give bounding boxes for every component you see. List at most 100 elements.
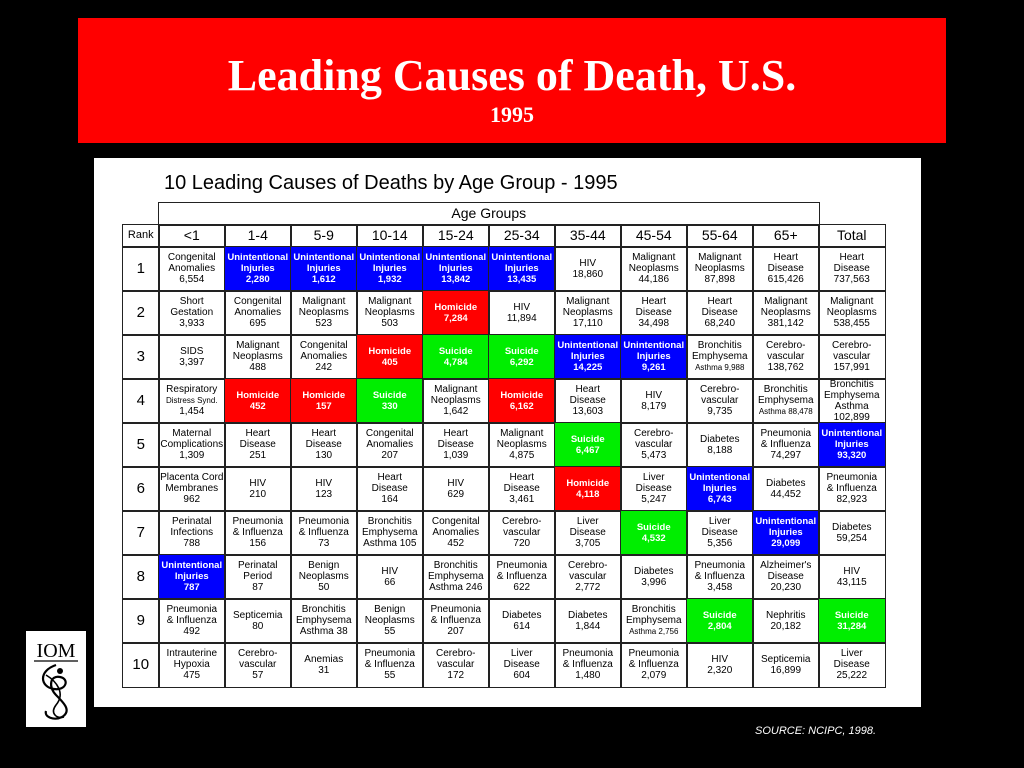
cell-line: Respiratory [166, 384, 218, 396]
cell-line: & Influenza [430, 615, 481, 627]
cell-line: Bronchitis [367, 516, 412, 528]
age-groups-header: Age Groups [158, 202, 820, 226]
cell-line: Neoplasms [430, 395, 481, 407]
cell-line: Emphysema [625, 615, 682, 627]
cause-cell: Heart Disease 251 [224, 422, 292, 468]
cell-line: Heart [509, 472, 534, 484]
cell-line: 6,162 [509, 400, 534, 412]
cause-cell: HIV 629 [422, 466, 490, 512]
cell-line: Disease [635, 483, 672, 495]
cell-line: Injuries [372, 263, 407, 275]
cause-cell: Heart Disease 3,461 [488, 466, 556, 512]
cell-line: 207 [381, 450, 399, 462]
cell-line: 11,894 [506, 312, 537, 324]
cell-line: 31 [318, 664, 330, 676]
cell-line: HIV [513, 301, 531, 313]
cell-line: Disease [701, 307, 738, 319]
cell-line: Pneumonia [628, 648, 680, 660]
cell-line: Disease [767, 263, 804, 275]
iom-emblem-icon: IOM [34, 640, 78, 720]
cell-line: Injuries [504, 263, 539, 275]
column-header: 15-24 [422, 224, 490, 248]
highlighted-cause-cell: Homicide 4,118 [554, 466, 622, 512]
cell-line: Liver [840, 648, 863, 660]
cell-line: Unintentional [293, 252, 355, 264]
cause-cell: Heart Disease 13,603 [554, 378, 622, 424]
cell-line: Neoplasms [298, 307, 349, 319]
cause-cell: Liver Disease 604 [488, 642, 556, 688]
cell-line: vascular [239, 659, 277, 671]
rank-cell: 3 [122, 334, 160, 380]
cell-line: 14,225 [573, 362, 603, 374]
cell-line: & Influenza [232, 527, 283, 539]
cell-line: Neoplasms [826, 307, 877, 319]
cause-cell: Pneumonia & Influenza 1,480 [554, 642, 622, 688]
cause-cell: Bronchitis Emphysema Asthma 102,899 [818, 378, 886, 424]
cell-line: 452 [249, 400, 266, 412]
cell-line: 50 [318, 582, 330, 594]
cell-line: Disease [701, 527, 738, 539]
cell-line: 330 [381, 400, 398, 412]
cell-line: Membranes [165, 483, 219, 495]
cell-line: vascular [701, 395, 739, 407]
cell-line: HIV [711, 653, 729, 665]
cell-line: Short [179, 296, 204, 308]
cell-line: Unintentional [821, 428, 883, 440]
cause-cell: Malignant Neoplasms 381,142 [752, 290, 820, 336]
cell-line: 720 [513, 538, 531, 550]
column-header: 65+ [752, 224, 820, 248]
cell-line: Emphysema [295, 615, 352, 627]
cell-line: Maternal [172, 428, 212, 440]
cause-cell: HIV 11,894 [488, 290, 556, 336]
cell-line: 1,039 [443, 450, 469, 462]
cell-line: vascular [569, 571, 607, 583]
cell-line: Bronchitis [301, 604, 346, 616]
cell-line: Pneumonia [760, 428, 812, 440]
cell-line: 475 [183, 670, 201, 682]
cell-line: 523 [315, 318, 333, 330]
cell-line: Anomalies [168, 263, 216, 275]
cell-line: & Influenza [166, 615, 217, 627]
rank-cell: 1 [122, 246, 160, 292]
cause-cell: Liver Disease 5,247 [620, 466, 688, 512]
cell-line: Emphysema [757, 395, 814, 407]
cell-line: Disease [767, 571, 804, 583]
cell-line: Suicide [504, 345, 539, 357]
highlighted-cause-cell: Unintentional Injuries 1,932 [356, 246, 424, 292]
cause-cell: Pneumonia & Influenza 82,923 [818, 466, 886, 512]
cell-line: Malignant [830, 296, 874, 308]
column-header: 5-9 [290, 224, 358, 248]
cell-line: Malignant [236, 340, 280, 352]
cell-line: 44,452 [770, 488, 802, 500]
cell-line: 6,743 [707, 494, 732, 506]
cell-line: 251 [249, 450, 267, 462]
column-header: 55-64 [686, 224, 754, 248]
cell-line: Septicemia [233, 609, 283, 621]
cause-cell: Intrauterine Hypoxia 475 [158, 642, 226, 688]
cell-line: 80 [252, 620, 264, 632]
cell-line: Heart [245, 428, 270, 440]
cause-cell: Congenital Anomalies 6,554 [158, 246, 226, 292]
cell-line: Homicide [236, 389, 280, 401]
cell-line: Period [243, 571, 273, 583]
column-header: 45-54 [620, 224, 688, 248]
rank-cell: 2 [122, 290, 160, 336]
cell-line: 130 [315, 450, 333, 462]
cause-cell: Bronchitis Emphysema Asthma 9,988 [686, 334, 754, 380]
table-panel: 10 Leading Causes of Deaths by Age Group… [94, 158, 921, 707]
cell-line: Heart [641, 296, 666, 308]
cell-line: HIV [249, 477, 267, 489]
cell-line: Cerebro- [832, 340, 872, 352]
cause-cell: Congenital Anomalies 695 [224, 290, 292, 336]
cell-line: Homicide [434, 301, 478, 313]
cell-line: Pneumonia [364, 648, 416, 660]
highlighted-cause-cell: Unintentional Injuries 1,612 [290, 246, 358, 292]
cell-line: Disease [833, 659, 870, 671]
cell-line: 488 [249, 362, 267, 374]
cause-cell: Bronchitis Emphysema Asthma 38 [290, 598, 358, 644]
cause-cell: Pneumonia & Influenza 492 [158, 598, 226, 644]
cause-cell: Placenta Cord Membranes 962 [158, 466, 226, 512]
cell-line: 68,240 [704, 318, 736, 330]
cell-line: 66 [384, 576, 396, 588]
cell-line: Homicide [302, 389, 346, 401]
